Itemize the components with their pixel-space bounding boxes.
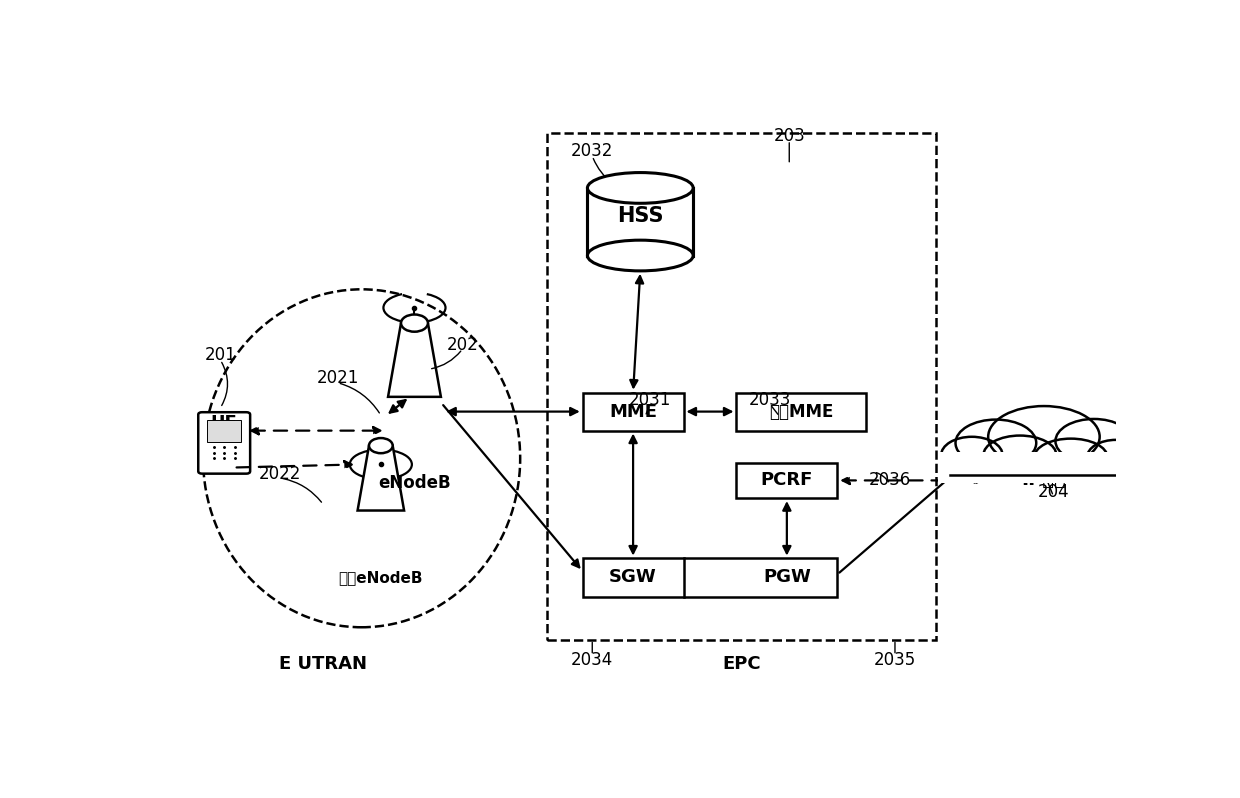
Bar — [939, 452, 1149, 483]
Bar — [737, 393, 866, 431]
Text: MME: MME — [609, 403, 657, 421]
Text: 其它MME: 其它MME — [769, 403, 833, 421]
Polygon shape — [357, 445, 404, 511]
Text: 2032: 2032 — [572, 142, 614, 160]
Ellipse shape — [588, 172, 693, 203]
Ellipse shape — [588, 240, 693, 271]
Text: 2036: 2036 — [869, 471, 911, 489]
Text: 2035: 2035 — [874, 651, 916, 669]
Text: EPC: EPC — [722, 655, 760, 674]
Text: HSS: HSS — [618, 206, 663, 226]
Text: 2022: 2022 — [259, 464, 301, 483]
Text: UE: UE — [211, 413, 238, 432]
Ellipse shape — [956, 420, 1037, 466]
Text: 其它eNodeB: 其它eNodeB — [339, 571, 423, 586]
Ellipse shape — [983, 436, 1056, 475]
Text: 202: 202 — [446, 336, 479, 354]
Text: 203: 203 — [774, 127, 805, 144]
Text: IP业务: IP业务 — [1022, 470, 1066, 489]
Bar — [207, 421, 242, 442]
Circle shape — [401, 314, 428, 332]
Text: E UTRAN: E UTRAN — [279, 655, 367, 674]
Ellipse shape — [941, 437, 1003, 474]
Text: 2033: 2033 — [749, 391, 791, 409]
Bar — [583, 393, 683, 431]
Ellipse shape — [1055, 419, 1132, 463]
Bar — [583, 559, 837, 597]
Text: 201: 201 — [205, 346, 237, 364]
Text: 2034: 2034 — [572, 651, 614, 669]
Ellipse shape — [1034, 439, 1107, 476]
Text: eNodeB: eNodeB — [378, 474, 451, 492]
Text: PCRF: PCRF — [760, 472, 813, 489]
Ellipse shape — [1087, 440, 1145, 474]
Circle shape — [370, 438, 393, 453]
Text: PGW: PGW — [763, 568, 811, 587]
Text: SGW: SGW — [609, 568, 657, 587]
Text: 2031: 2031 — [629, 391, 671, 409]
Bar — [737, 463, 837, 498]
Bar — [588, 188, 693, 255]
FancyBboxPatch shape — [198, 413, 250, 474]
Text: 204: 204 — [1038, 483, 1069, 501]
Ellipse shape — [988, 406, 1100, 468]
Text: 2021: 2021 — [316, 369, 358, 387]
Polygon shape — [388, 323, 441, 397]
